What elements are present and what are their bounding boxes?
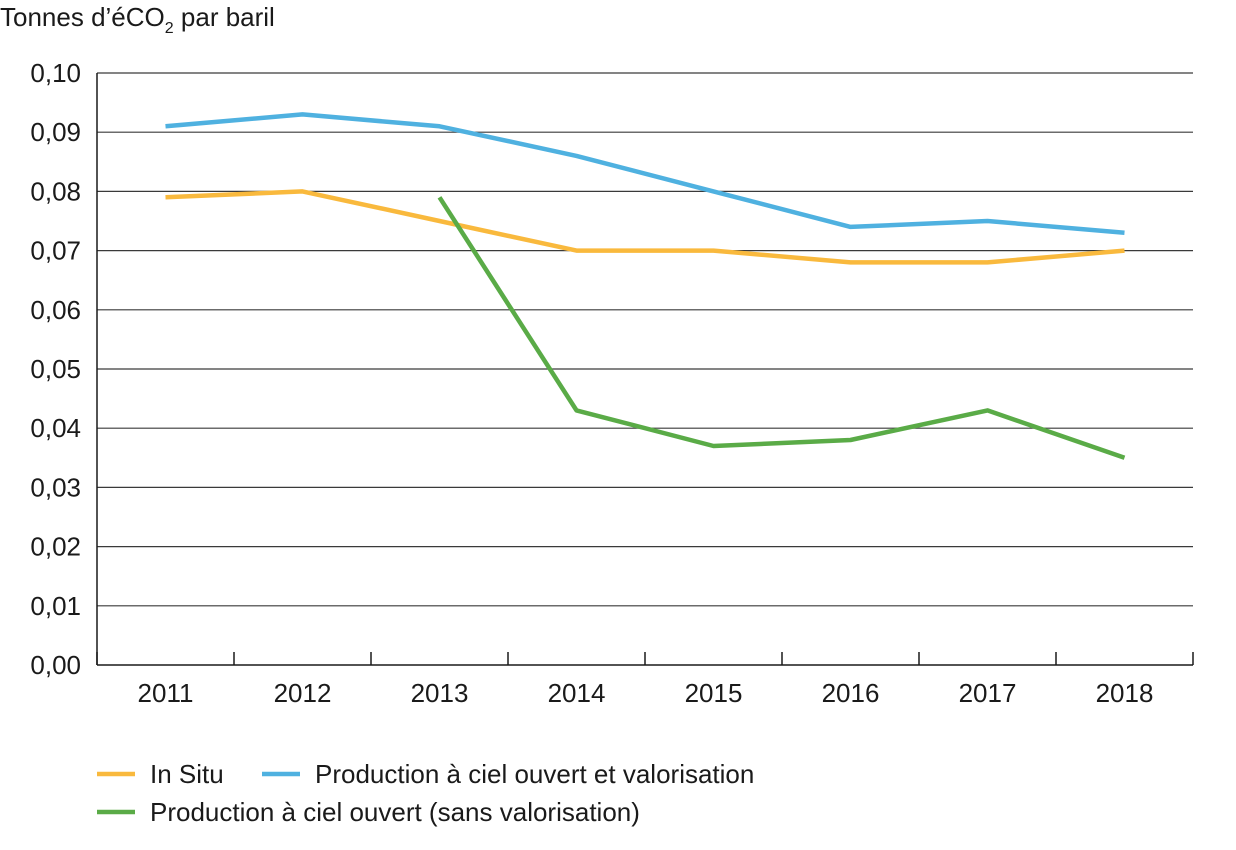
legend: In Situ Production à ciel ouvert et valor…	[97, 759, 754, 827]
y-tick-label: 0,04	[30, 413, 81, 443]
axes: 0,00 0,01 0,02 0,03 0,04 0,05 0,06 0,07 0,08 0,09…	[30, 58, 1194, 708]
y-axis-label: Tonnes d’éCO2 par baril	[0, 2, 275, 37]
y-tick-label: 0,00	[30, 650, 81, 680]
y-axis-label-main: Tonnes d’éCO	[0, 2, 165, 32]
x-tick-label: 2018	[1096, 678, 1154, 708]
y-axis-label-suffix: par baril	[174, 2, 275, 32]
y-tick-label: 0,10	[30, 58, 81, 88]
x-tick-label: 2017	[959, 678, 1017, 708]
series-line-3	[437, 196, 1126, 460]
y-tick-label: 0,07	[30, 236, 81, 266]
legend-label-1: In Situ	[150, 759, 224, 789]
legend-label-3: Production à ciel ouvert (sans valorisat…	[150, 797, 640, 827]
x-tick-label: 2015	[685, 678, 743, 708]
x-tick-label: 2013	[411, 678, 469, 708]
y-tick-label: 0,05	[30, 354, 81, 384]
y-tick-label: 0,03	[30, 472, 81, 502]
legend-label-2: Production à ciel ouvert et valorisation	[315, 759, 754, 789]
x-tick-label: 2016	[822, 678, 880, 708]
x-tick-label: 2012	[274, 678, 332, 708]
y-tick-label: 0,01	[30, 591, 81, 621]
x-tick-label: 2011	[138, 678, 194, 708]
x-tick-label: 2014	[548, 678, 606, 708]
y-tick-label: 0,08	[30, 176, 81, 206]
series-line-1	[165, 189, 1125, 265]
y-tick-label: 0,06	[30, 295, 81, 325]
series-lines	[165, 112, 1126, 460]
grid	[97, 72, 1193, 607]
y-tick-label: 0,02	[30, 532, 81, 562]
y-axis-label-subscript: 2	[165, 20, 174, 37]
y-tick-label: 0,09	[30, 117, 81, 147]
series-line-2	[165, 112, 1125, 236]
